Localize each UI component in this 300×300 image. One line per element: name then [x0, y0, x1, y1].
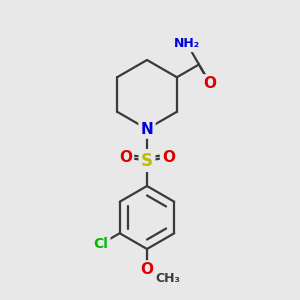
Text: NH₂: NH₂ — [174, 37, 200, 50]
Text: O: O — [204, 76, 217, 92]
Text: Cl: Cl — [94, 237, 109, 251]
Text: CH₃: CH₃ — [155, 272, 181, 286]
Text: O: O — [119, 150, 132, 165]
Text: O: O — [140, 262, 154, 278]
Text: O: O — [162, 150, 175, 165]
Text: S: S — [141, 152, 153, 169]
Text: N: N — [141, 122, 153, 136]
